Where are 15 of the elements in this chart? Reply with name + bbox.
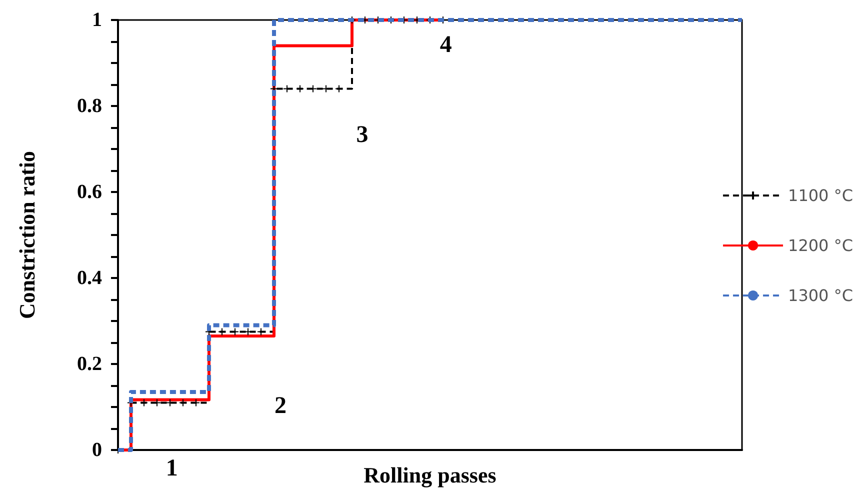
y-tick-label: 0.6 <box>77 181 102 203</box>
annotation: 3 <box>356 122 368 148</box>
annotation: 4 <box>440 32 452 58</box>
annotation: 2 <box>274 393 286 419</box>
legend-label: 1300 °C <box>788 286 854 305</box>
legend-label: 1200 °C <box>788 236 854 255</box>
y-tick-label: 0 <box>92 439 102 461</box>
y-tick-label: 1 <box>92 9 102 31</box>
x-axis-title: Rolling passes <box>364 462 497 488</box>
text: 1 <box>166 455 178 482</box>
y-tick-label: 0.4 <box>77 267 102 289</box>
legend-label: 1100 °C <box>788 186 854 205</box>
y-tick-label: 0.8 <box>77 95 102 117</box>
y-tick-label: 0.2 <box>77 353 102 375</box>
y-axis-title: Constriction ratio <box>14 150 40 320</box>
